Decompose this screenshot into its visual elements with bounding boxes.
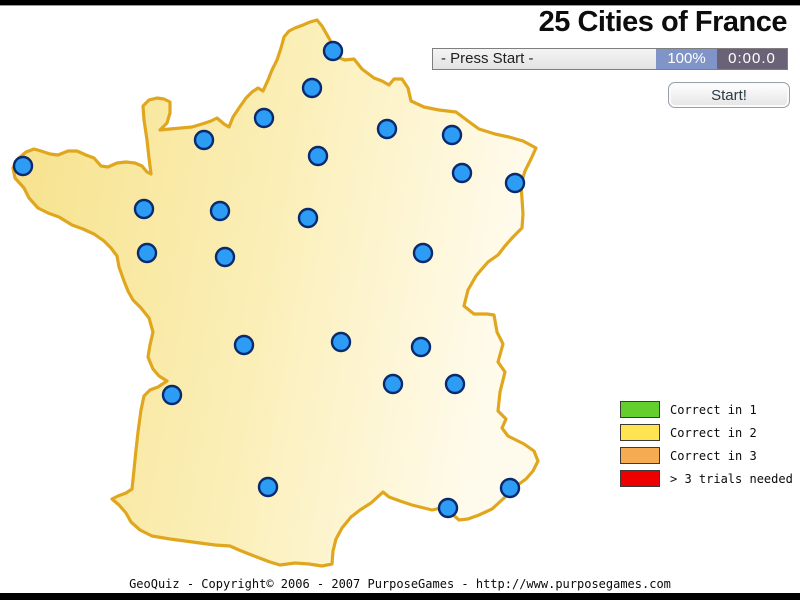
city-dot[interactable] xyxy=(499,477,521,499)
legend-row-correct-in-2: Correct in 2 xyxy=(620,424,793,441)
city-dot[interactable] xyxy=(451,162,473,184)
city-dot[interactable] xyxy=(322,40,344,62)
legend-row-correct-in-1: Correct in 1 xyxy=(620,401,793,418)
legend-label: Correct in 3 xyxy=(670,448,757,463)
legend-swatch-red xyxy=(620,470,660,487)
city-dot[interactable] xyxy=(161,384,183,406)
top-border-bar xyxy=(0,0,800,6)
city-dot[interactable] xyxy=(136,242,158,264)
city-dot[interactable] xyxy=(233,334,255,356)
status-message: - Press Start - xyxy=(433,49,656,69)
city-dot[interactable] xyxy=(412,242,434,264)
start-button[interactable]: Start! xyxy=(668,82,790,108)
bottom-border-bar xyxy=(0,593,800,600)
legend-row-correct-in-3: Correct in 3 xyxy=(620,447,793,464)
city-dot[interactable] xyxy=(297,207,319,229)
legend-label: Correct in 1 xyxy=(670,402,757,417)
city-dot[interactable] xyxy=(193,129,215,151)
legend-swatch-green xyxy=(620,401,660,418)
city-dot[interactable] xyxy=(437,497,459,519)
status-bar: - Press Start - 100% 0:00.0 xyxy=(432,48,788,70)
score-legend: Correct in 1 Correct in 2 Correct in 3 >… xyxy=(620,401,793,493)
city-dot[interactable] xyxy=(214,246,236,268)
score-percentage: 100% xyxy=(656,49,717,69)
legend-label: Correct in 2 xyxy=(670,425,757,440)
city-dots-layer xyxy=(12,40,526,519)
city-dot[interactable] xyxy=(444,373,466,395)
city-dot[interactable] xyxy=(307,145,329,167)
timer-display: 0:00.0 xyxy=(717,49,787,69)
france-outline xyxy=(11,18,540,568)
city-dot[interactable] xyxy=(253,107,275,129)
footer-credits: GeoQuiz - Copyright© 2006 - 2007 Purpose… xyxy=(129,577,671,591)
city-dot[interactable] xyxy=(441,124,463,146)
city-dot[interactable] xyxy=(12,155,34,177)
legend-row-over-3-trials: > 3 trials needed xyxy=(620,470,793,487)
city-dot[interactable] xyxy=(257,476,279,498)
city-dot[interactable] xyxy=(209,200,231,222)
legend-label: > 3 trials needed xyxy=(670,471,793,486)
city-dot[interactable] xyxy=(133,198,155,220)
city-dot[interactable] xyxy=(301,77,323,99)
city-dot[interactable] xyxy=(376,118,398,140)
city-dot[interactable] xyxy=(330,331,352,353)
legend-swatch-orange xyxy=(620,447,660,464)
city-dot[interactable] xyxy=(382,373,404,395)
page-title: 25 Cities of France xyxy=(538,6,788,38)
legend-swatch-yellow xyxy=(620,424,660,441)
city-dot[interactable] xyxy=(410,336,432,358)
city-dot[interactable] xyxy=(504,172,526,194)
